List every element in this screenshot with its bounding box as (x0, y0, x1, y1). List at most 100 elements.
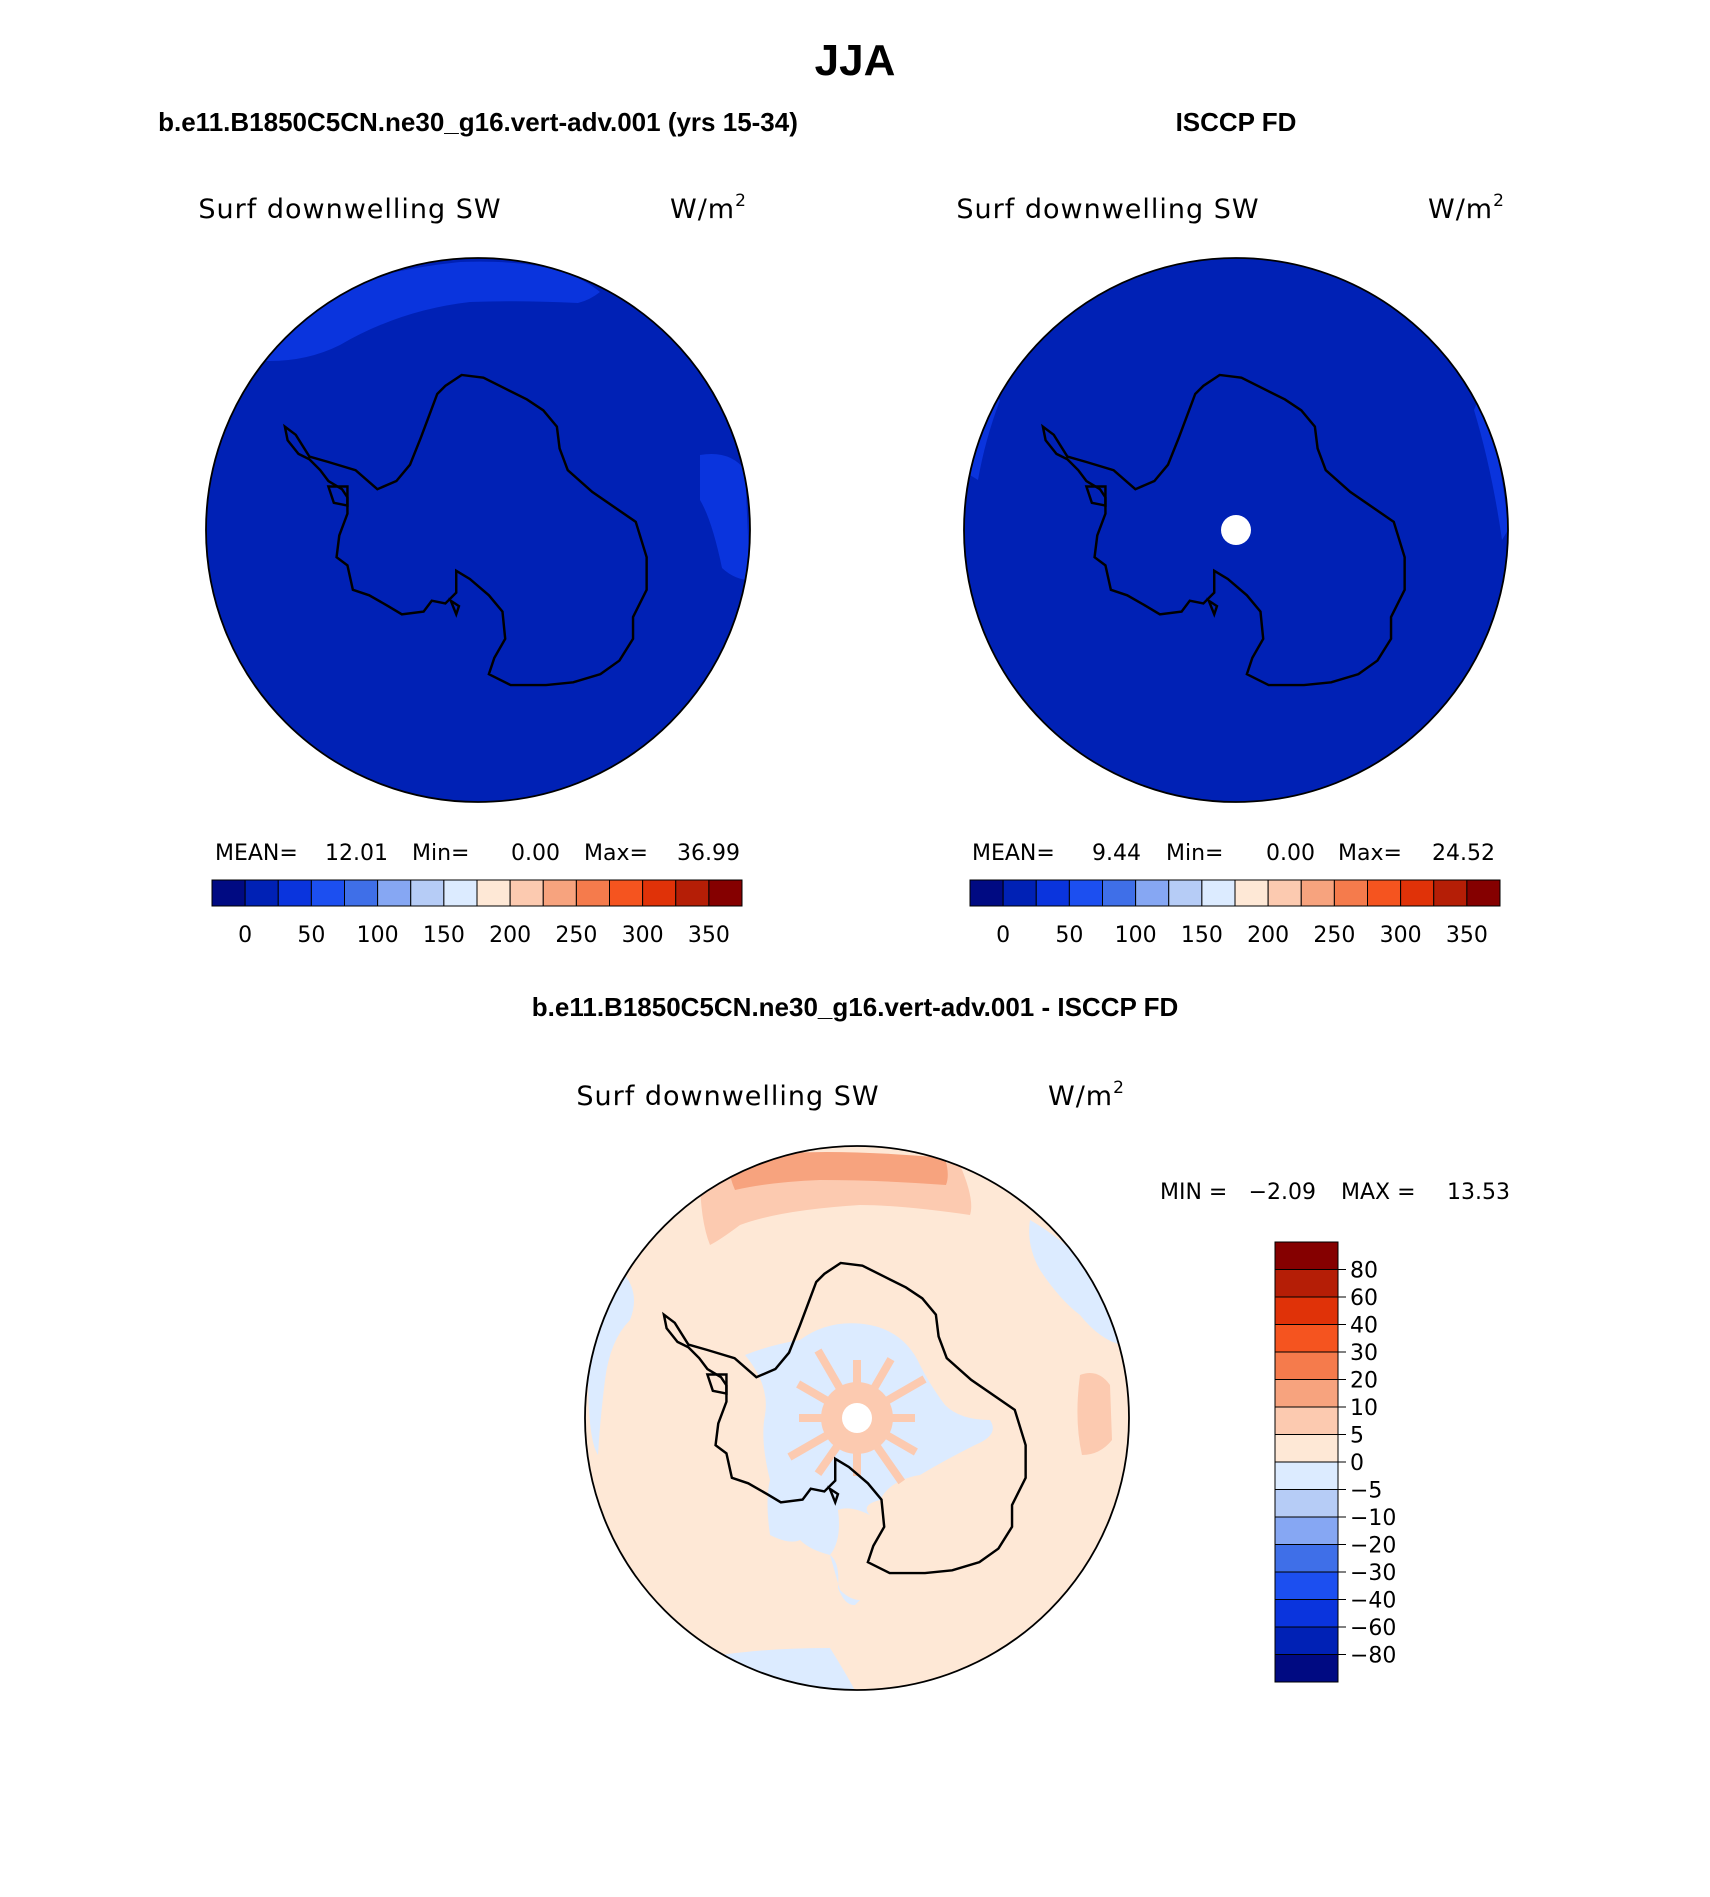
colorbar-box (377, 879, 412, 907)
panel-obs-map (964, 258, 1508, 802)
max-value: 13.53 (1447, 1180, 1510, 1205)
colorbar-tick-label: 20 (1350, 1369, 1378, 1394)
colorbar-box (1267, 879, 1302, 907)
colorbar-box (1274, 1241, 1339, 1270)
panel-obs-units: W/m2 (1428, 191, 1505, 225)
pole-spoke (814, 1443, 841, 1476)
colorbar-tick-label: 250 (1313, 923, 1355, 948)
colorbar-tick-label: 60 (1350, 1286, 1378, 1311)
colorbar-tick-label: 80 (1350, 1259, 1378, 1284)
panel-obs-variable: Surf downwelling SW (956, 194, 1259, 225)
colorbar-box (1274, 1406, 1339, 1435)
colorbar-tick-label: 10 (1350, 1396, 1378, 1421)
colorbar-box (344, 879, 379, 907)
colorbar-box (642, 879, 677, 907)
field-patch (745, 1323, 993, 1606)
min-value: −2.09 (1249, 1180, 1316, 1205)
colorbar-box (1274, 1654, 1339, 1683)
panel-model-map-border (205, 257, 751, 803)
colorbar-box (1466, 879, 1501, 907)
pole-missing-data (842, 1403, 872, 1433)
colorbar-tick-label: −5 (1350, 1479, 1382, 1504)
colorbar-box (1274, 1516, 1339, 1545)
panel-model-variable: Surf downwelling SW (198, 194, 501, 225)
colorbar-box (575, 879, 610, 907)
colorbar-tick-label: 5 (1350, 1424, 1364, 1449)
pole-spoke (787, 1431, 830, 1461)
max-value: 24.52 (1432, 841, 1495, 866)
max-label: MAX = (1341, 1180, 1416, 1205)
colorbar-tick-label: 150 (423, 923, 465, 948)
min-label: Min= (412, 841, 469, 866)
pole-spoke (870, 1357, 895, 1391)
colorbar-box (310, 879, 345, 907)
colorbar-box (211, 879, 246, 907)
colorbar-tick-label: 200 (489, 923, 531, 948)
colorbar-tick-label: 200 (1247, 923, 1289, 948)
panel-obs-stats: MEAN= 9.44 Min= 0.00 Max= 24.52 (972, 841, 1495, 866)
colorbar-box (1068, 879, 1103, 907)
panel-diff-map (585, 1146, 1129, 1690)
colorbar-box (443, 879, 478, 907)
colorbar-box (410, 879, 445, 907)
colorbar-box (1274, 1599, 1339, 1628)
colorbar-box (1274, 1269, 1339, 1298)
min-label: Min= (1166, 841, 1223, 866)
field-patch (1029, 1220, 1122, 1345)
colorbar-tick-label: 50 (297, 923, 325, 948)
field-patch (1474, 400, 1508, 540)
mean-value: 12.01 (325, 841, 388, 866)
panel-diff-variable: Surf downwelling SW (576, 1081, 879, 1112)
colorbar-tick-label: 0 (238, 923, 252, 948)
colorbar-box (1234, 879, 1269, 907)
colorbar-tick-label: 250 (555, 923, 597, 948)
field-patch (700, 454, 750, 580)
min-value: 0.00 (511, 841, 560, 866)
mean-value: 9.44 (1092, 841, 1141, 866)
colorbar-box (1274, 1351, 1339, 1380)
colorbar-box (476, 879, 511, 907)
panel-model-stats: MEAN= 12.01 Min= 0.00 Max= 36.99 (215, 841, 740, 866)
field-patch (1077, 1372, 1112, 1455)
pole-spoke (873, 1443, 906, 1485)
colorbar-box (1274, 1296, 1339, 1325)
panel-diff-title: b.e11.B1850C5CN.ne30_g16.vert-adv.001 - … (532, 992, 1178, 1022)
colorbar-tick-label: 100 (357, 923, 399, 948)
panel-diff-map-border (584, 1145, 1130, 1691)
mean-label: MEAN= (215, 841, 298, 866)
panel-model: b.e11.B1850C5CN.ne30_g16.vert-adv.001 (y… (158, 107, 798, 948)
colorbar-tick-label: 350 (688, 923, 730, 948)
colorbar-tick-label: 100 (1115, 923, 1157, 948)
field-patch (729, 1151, 948, 1190)
colorbar-tick-label: 300 (1380, 923, 1422, 948)
panel-diff: b.e11.B1850C5CN.ne30_g16.vert-adv.001 - … (532, 992, 1510, 1691)
colorbar-box (1274, 1461, 1339, 1490)
field-patch (588, 1275, 634, 1455)
colorbar-tick-label: −10 (1350, 1506, 1396, 1531)
colorbar-box (244, 879, 279, 907)
colorbar-box (1274, 1626, 1339, 1655)
pole-spoke (884, 1375, 927, 1405)
colorbar-box (1274, 1571, 1339, 1600)
colorbar-tick-label: 0 (996, 923, 1010, 948)
colorbar-box (1274, 1434, 1339, 1463)
pole-missing-data (1221, 515, 1251, 545)
colorbar-box (1433, 879, 1468, 907)
colorbar-box (1102, 879, 1137, 907)
panel-model-title: b.e11.B1850C5CN.ne30_g16.vert-adv.001 (y… (158, 107, 798, 137)
colorbar-box (1300, 879, 1335, 907)
colorbar-tick-label: 30 (1350, 1341, 1378, 1366)
colorbar-tick-label: −40 (1350, 1589, 1396, 1614)
panel-obs: ISCCP FD Surf downwelling SW W/m2 MEAN= … (956, 107, 1509, 948)
panel-obs-colorbar: 0 50 100 150 200 250 300 350 (969, 879, 1501, 948)
figure-title: JJA (815, 36, 896, 85)
min-value: 0.00 (1266, 841, 1315, 866)
panel-diff-minmax: MIN = −2.09 MAX = 13.53 (1160, 1180, 1510, 1205)
colorbar-box (1333, 879, 1368, 907)
colorbar-box (1400, 879, 1435, 907)
colorbar-box (969, 879, 1004, 907)
panel-model-colorbar: 0 50 100 150 200 250 300 350 (211, 879, 743, 948)
colorbar-box (675, 879, 710, 907)
